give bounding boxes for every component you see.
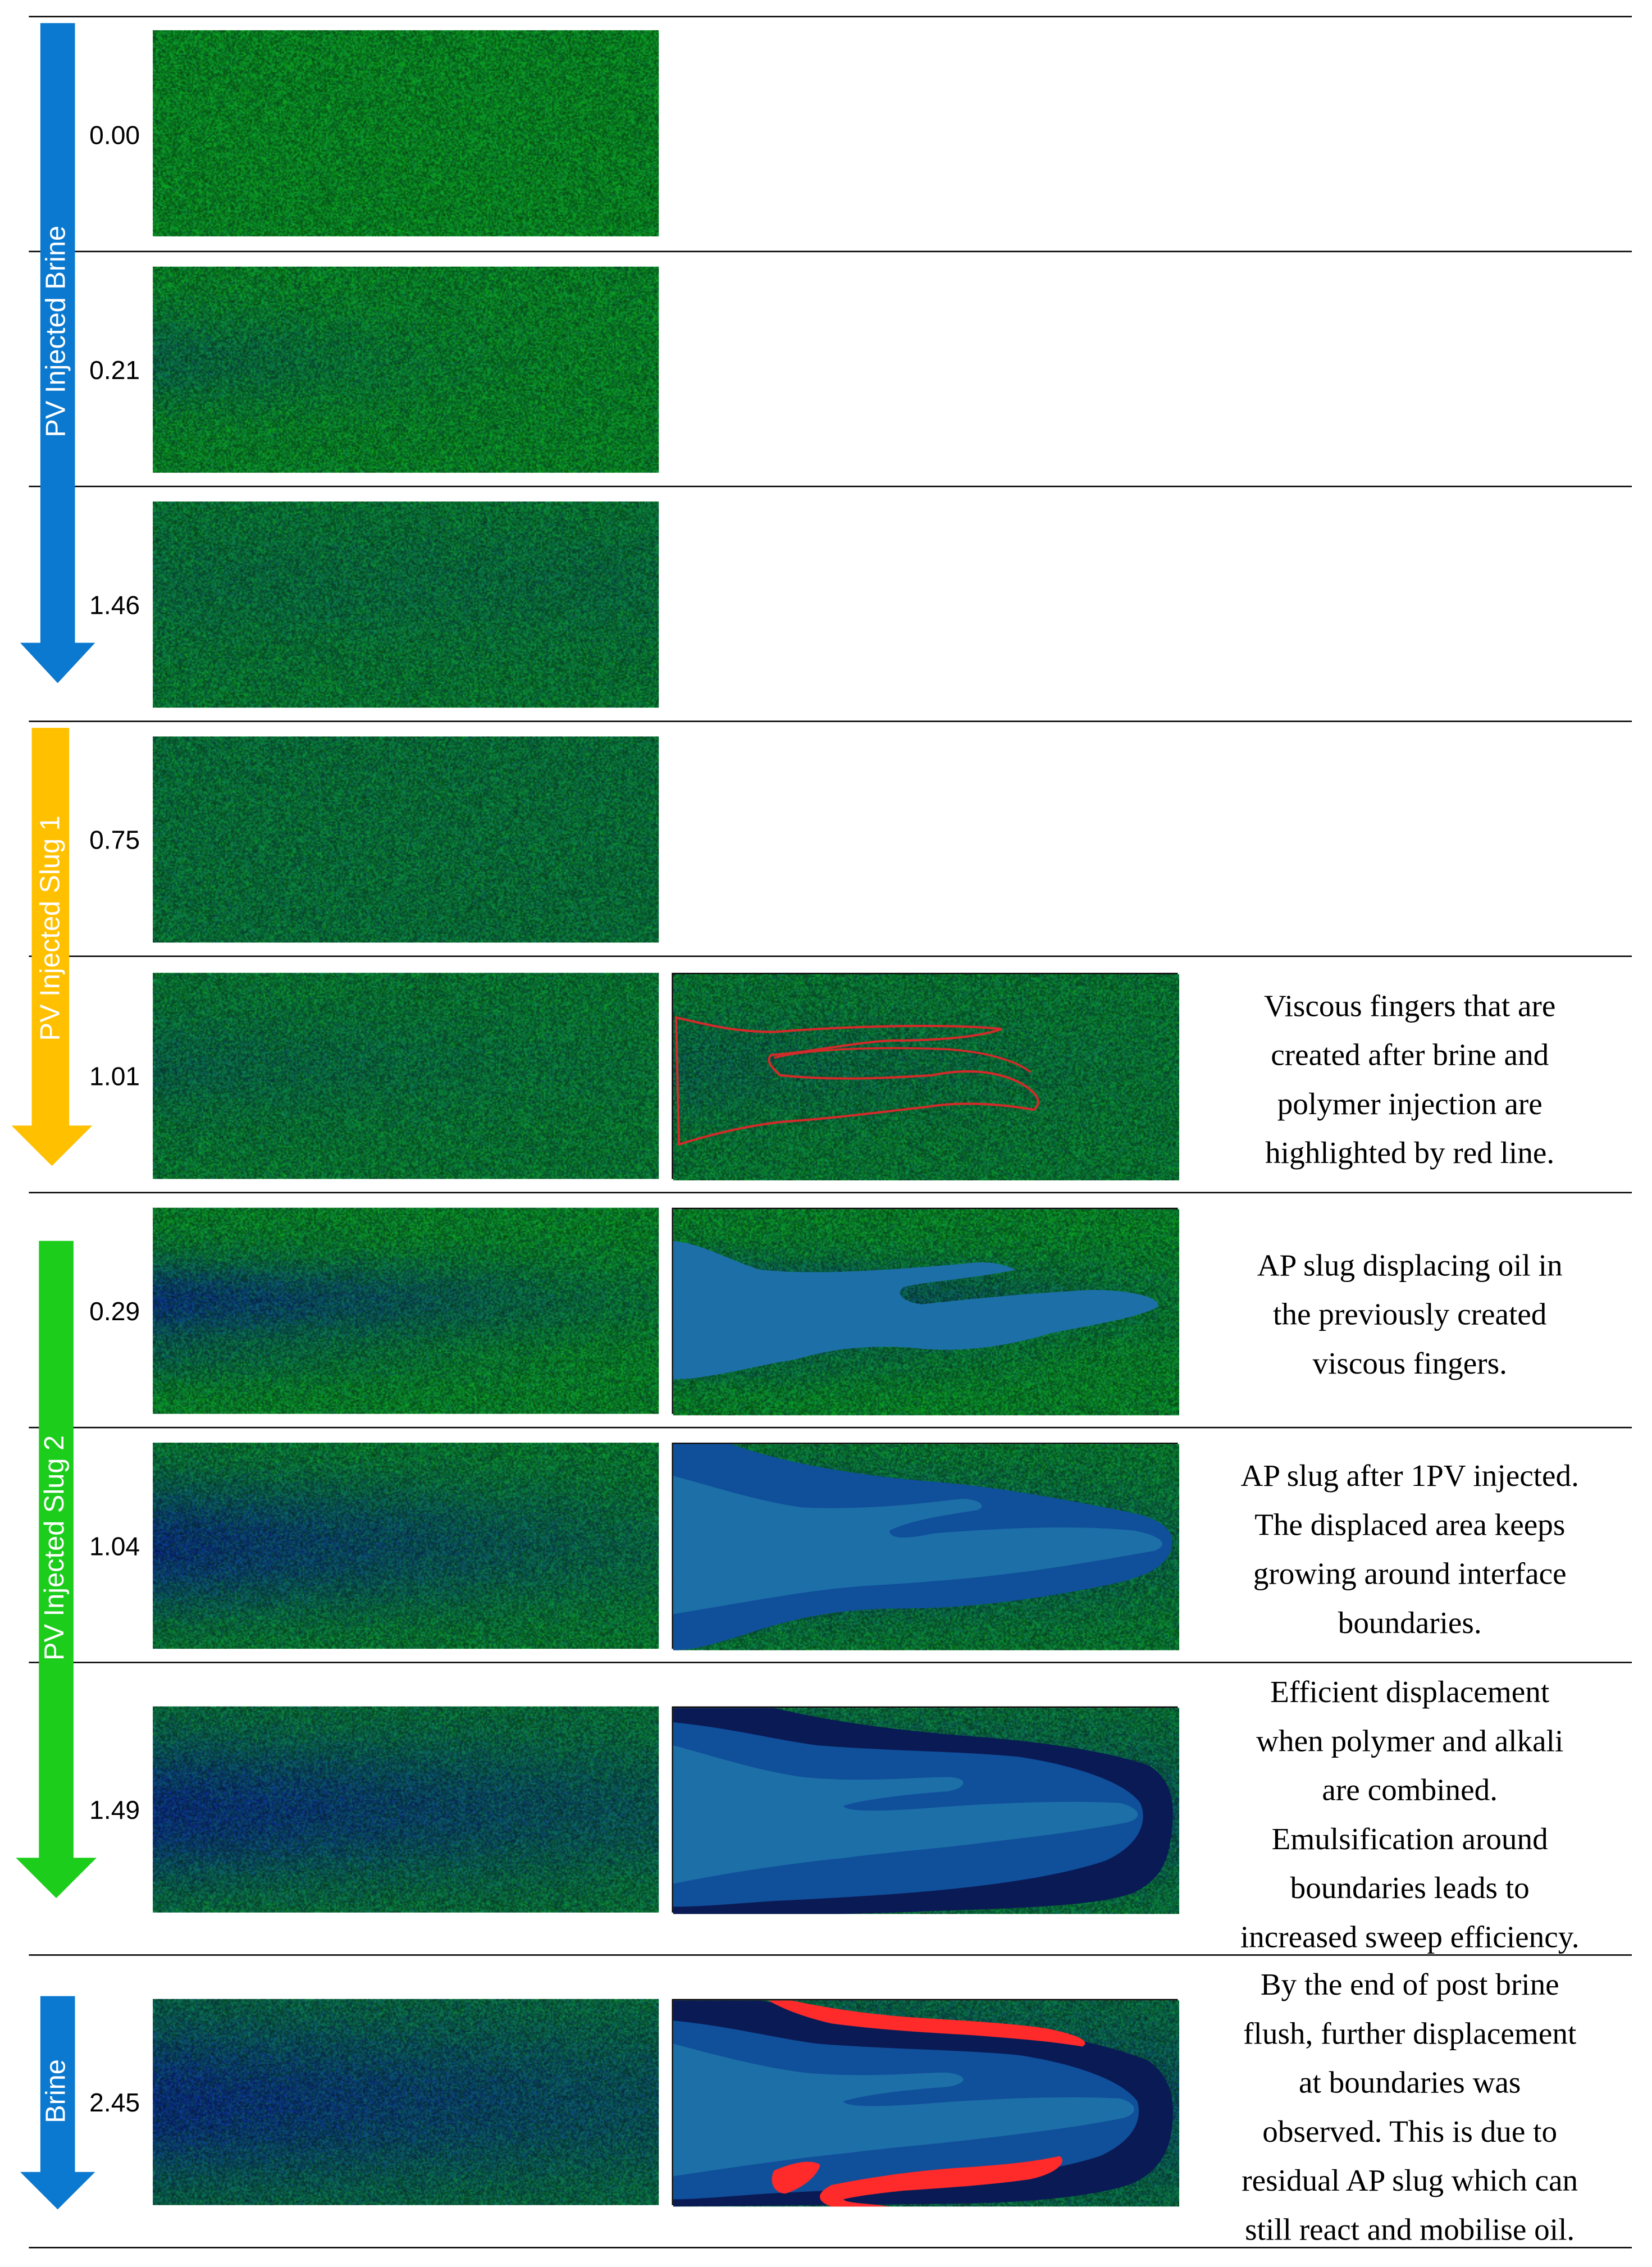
residual-red-bottom (820, 2156, 1062, 2207)
pv-value: 1.46 (89, 591, 140, 620)
pv-value: 0.00 (89, 121, 140, 150)
annotated-image-ap-slug (672, 1207, 1179, 1416)
arrow-shape-brine (20, 23, 95, 683)
annotated-image-1pv (672, 1443, 1179, 1650)
emulsion-shape (673, 1708, 1173, 1914)
micromodel-image (153, 501, 659, 708)
note-ap-slug: AP slug displacing oil in the previously… (1257, 1248, 1563, 1381)
pv-value: 1.01 (89, 1062, 140, 1091)
micromodel-image (153, 266, 659, 473)
annotated-image-residual (672, 1999, 1179, 2207)
stage-label: PV Injected Brine (42, 225, 72, 437)
micromodel-image (153, 30, 659, 236)
stage-slug1-arrow: PV Injected Slug 1 (11, 728, 93, 1166)
micromodel-image (153, 1207, 659, 1414)
residual-red-top (768, 2000, 1085, 2047)
stage-slug2-arrow: PV Injected Slug 2 (16, 1240, 97, 1899)
row-divider (29, 250, 1632, 253)
annotated-image-fingers (672, 973, 1179, 1180)
down-arrow-icon (20, 23, 95, 683)
stage-brine-arrow: PV Injected Brine (20, 23, 95, 683)
note-efficient-displacement: Efficient displacement when polymer and … (1240, 1675, 1580, 1955)
table-top-rule (29, 16, 1632, 17)
micromodel-image (153, 1443, 659, 1649)
stage-label: PV Injected Slug 2 (40, 1435, 71, 1661)
row-divider (29, 485, 1632, 487)
row-divider (29, 720, 1632, 722)
arrow-shape-slug1 (11, 728, 93, 1166)
down-arrow-icon (11, 728, 93, 1166)
stage-post-brine-arrow: Brine (20, 1996, 95, 2210)
note-after-1pv: AP slug after 1PV injected. The displace… (1240, 1458, 1579, 1640)
arrow-shape-post-brine (20, 1996, 95, 2210)
down-arrow-icon (16, 1240, 97, 1899)
row-divider (29, 955, 1632, 957)
pv-value: 1.49 (89, 1795, 140, 1825)
table-bottom-rule (29, 2247, 1632, 2248)
micromodel-image (153, 1706, 659, 1913)
micromodel-image (153, 1999, 659, 2205)
residual-slug-shape (673, 2000, 1173, 2207)
ap-slug-shape (673, 1444, 1172, 1650)
viscous-finger-outline (674, 1016, 1039, 1146)
row-divider (29, 1426, 1632, 1429)
pv-value: 0.21 (89, 355, 140, 385)
note-post-brine: By the end of post brine flush, further … (1242, 1967, 1578, 2247)
annotated-image-emulsion (672, 1706, 1179, 1914)
ap-slug-shape (673, 1240, 1158, 1380)
row-divider (29, 1662, 1632, 1663)
pv-value: 0.75 (89, 825, 140, 855)
residual-red-blob (772, 2161, 820, 2194)
micromodel-image (153, 736, 659, 943)
pv-value: 0.29 (89, 1297, 140, 1326)
pv-value: 2.45 (89, 2088, 140, 2118)
arrow-shape-slug2 (16, 1240, 97, 1899)
down-arrow-icon (20, 1996, 95, 2210)
micromodel-image (153, 973, 659, 1179)
stage-label: Brine (42, 2059, 72, 2123)
pv-value: 1.04 (89, 1532, 140, 1561)
row-divider (29, 1954, 1632, 1956)
row-divider (29, 1192, 1632, 1194)
note-viscous-fingers: Viscous fingers that are created after b… (1264, 988, 1556, 1170)
stage-label: PV Injected Slug 1 (36, 815, 67, 1041)
